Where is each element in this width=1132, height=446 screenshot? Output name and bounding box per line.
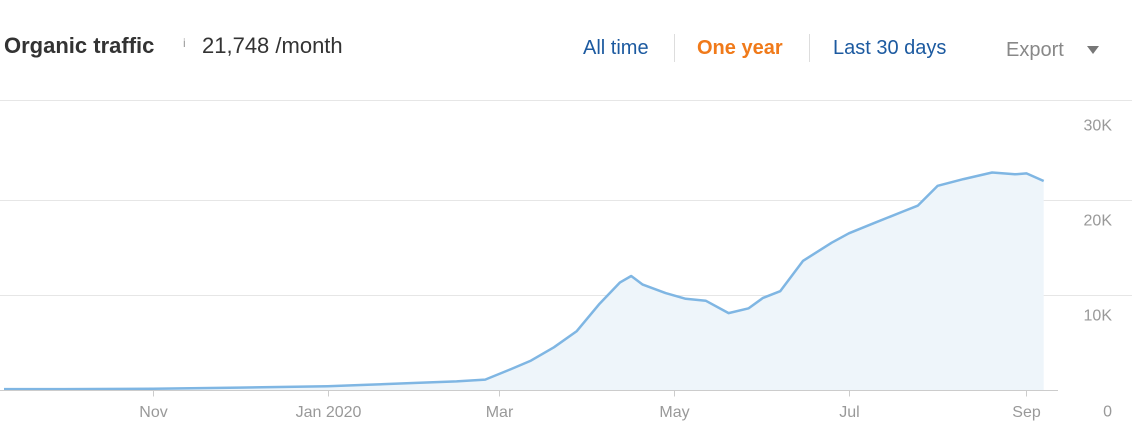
x-tick-label: Jul <box>839 404 859 421</box>
x-tick-label: Nov <box>139 404 167 421</box>
y-tick-label: 30K <box>1084 118 1113 135</box>
tab-last-30-days[interactable]: Last 30 days <box>833 37 947 59</box>
axis-layer: 30K 20K 10K 0 Nov Jan 2020 Mar May Jul Sep <box>0 118 1113 421</box>
x-tick-label: May <box>659 404 689 421</box>
x-tick-label: Jan 2020 <box>296 404 362 421</box>
traffic-value: 21,748 /month <box>202 33 343 58</box>
tab-divider <box>809 34 810 62</box>
chart-title: Organic traffic <box>4 33 155 58</box>
y-tick-label: 20K <box>1084 213 1113 230</box>
x-tick-label: Sep <box>1012 404 1041 421</box>
series-line <box>4 171 1045 391</box>
y-tick-label: 0 <box>1103 404 1112 421</box>
series-area <box>4 172 1044 390</box>
y-tick-label: 10K <box>1084 308 1113 325</box>
series-layer <box>4 171 1045 391</box>
chevron-down-icon[interactable] <box>1087 46 1099 54</box>
tab-all-time[interactable]: All time <box>583 37 649 59</box>
chart-header: Organic traffic i 21,748 /month All time… <box>0 0 1132 100</box>
tab-divider <box>674 34 675 62</box>
tab-one-year[interactable]: One year <box>697 37 783 59</box>
info-icon[interactable]: i <box>183 36 186 50</box>
export-button[interactable]: Export <box>1006 39 1064 61</box>
x-tick-label: Mar <box>486 404 514 421</box>
